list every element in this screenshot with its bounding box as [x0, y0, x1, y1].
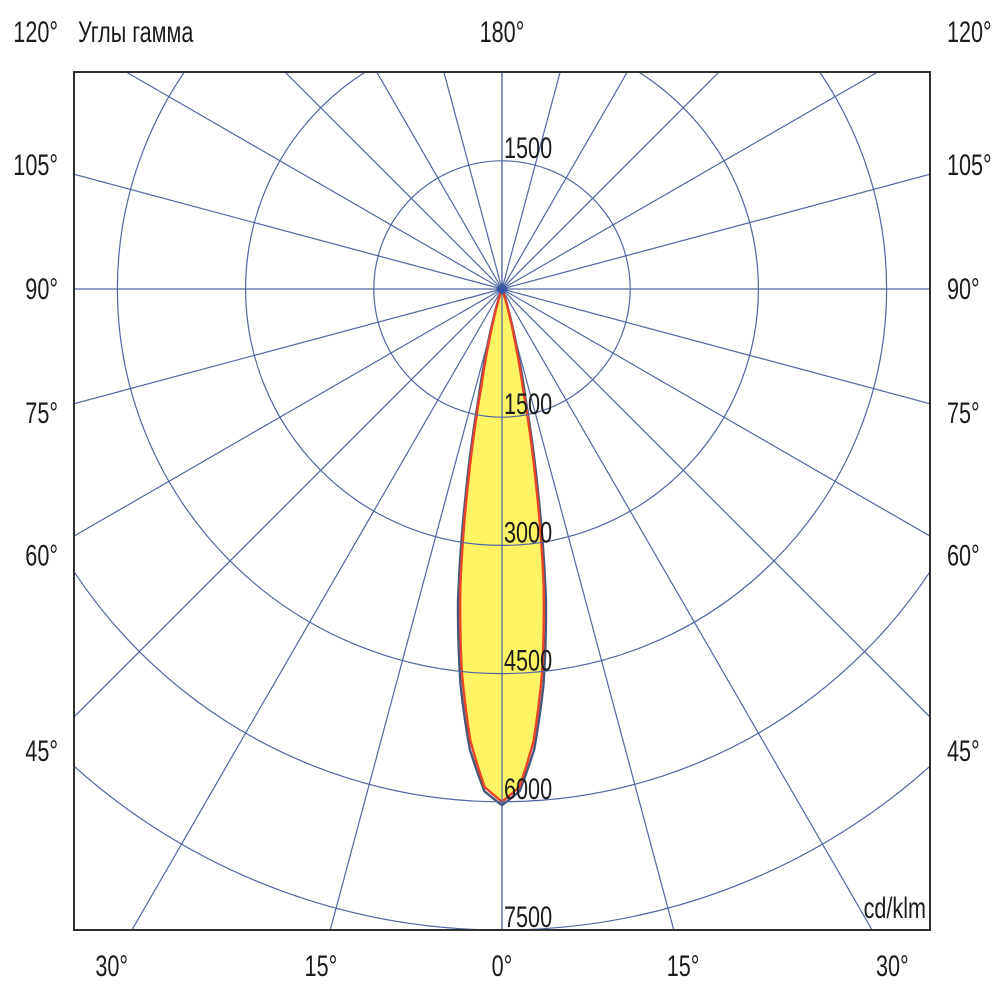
gamma-angle-label-left: 45° [25, 735, 58, 768]
gamma-spoke [501, 288, 675, 930]
chart-title: Углы гамма [78, 16, 194, 49]
gamma-spoke [376, 72, 503, 290]
gamma-angle-label-bottom: 30° [876, 950, 909, 983]
gamma-angle-label-bottom: 15° [305, 950, 338, 983]
gamma-angle-label-right: 75° [947, 397, 980, 430]
gamma-spoke [284, 72, 503, 290]
corner-angle-label-left: 120° [13, 16, 58, 49]
gamma-spoke [501, 288, 930, 718]
gamma-spoke [74, 288, 503, 537]
gamma-spoke [74, 173, 503, 290]
gamma-spoke [443, 72, 503, 290]
gamma-spoke [501, 72, 628, 290]
gamma-spoke [124, 72, 503, 290]
radial-tick-label: 6000 [504, 773, 552, 806]
center-dot [496, 283, 508, 295]
radial-tick-label: 1500 [504, 388, 552, 421]
gamma-angle-label-bottom: 15° [667, 950, 700, 983]
gamma-spoke [501, 288, 873, 930]
gamma-spoke [501, 173, 930, 290]
gamma-angle-label-right: 90° [947, 273, 980, 306]
radial-tick-label: 1500 [504, 132, 552, 165]
radial-tick-label: 3000 [504, 516, 552, 549]
gamma-spoke [329, 288, 503, 930]
gamma-angle-label-right: 105° [947, 149, 992, 182]
gamma-angle-label-left: 60° [25, 540, 58, 573]
gamma-spoke [501, 288, 930, 537]
gamma-angle-label-bottom: 0° [492, 950, 513, 983]
gamma-spoke [74, 288, 503, 718]
axis-overlay [496, 72, 508, 930]
gamma-spoke [74, 288, 503, 405]
gamma-spoke [131, 288, 503, 930]
gamma-angle-label-right: 45° [947, 735, 980, 768]
top-angle-label: 180° [480, 16, 525, 49]
plot-frame [73, 71, 931, 931]
gamma-spoke [501, 72, 720, 290]
gamma-angle-label-bottom: 30° [95, 950, 128, 983]
gamma-angle-label-left: 75° [25, 397, 58, 430]
chart-labels: Углы гамма 180° 120° 120° cd/klm 1500 150… [13, 16, 991, 983]
radial-tick-label: 4500 [504, 645, 552, 678]
gamma-angle-label-right: 60° [947, 540, 980, 573]
gamma-spoke [501, 72, 880, 290]
corner-angle-label-right: 120° [947, 16, 992, 49]
gamma-angle-label-left: 105° [13, 149, 58, 182]
gamma-spoke [501, 72, 561, 290]
gamma-angle-label-left: 90° [25, 273, 58, 306]
gamma-spoke [501, 288, 930, 405]
radial-tick-label: 7500 [504, 901, 552, 934]
unit-label: cd/klm [864, 892, 926, 925]
